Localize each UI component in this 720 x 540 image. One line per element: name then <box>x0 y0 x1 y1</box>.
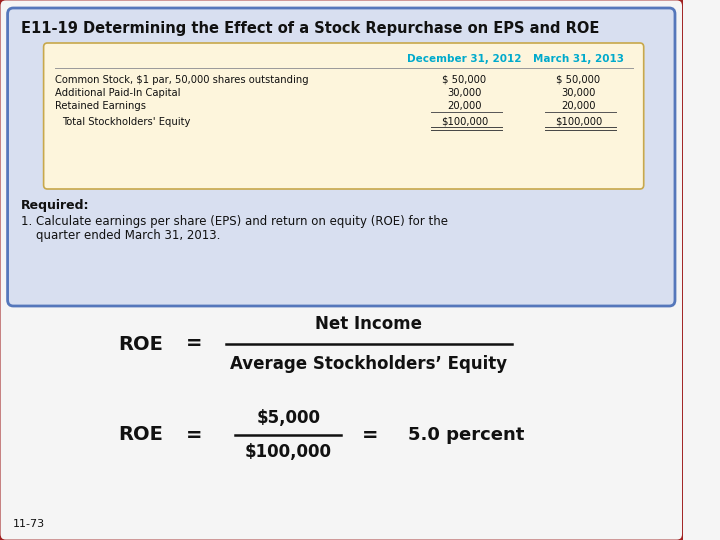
Text: Additional Paid-In Capital: Additional Paid-In Capital <box>55 88 181 98</box>
Text: Retained Earnings: Retained Earnings <box>55 101 146 111</box>
Text: ROE: ROE <box>118 334 163 354</box>
Text: =: = <box>186 426 202 444</box>
FancyBboxPatch shape <box>8 8 675 306</box>
Text: Net Income: Net Income <box>315 315 423 333</box>
Text: $100,000: $100,000 <box>441 117 488 127</box>
Text: 5.0 percent: 5.0 percent <box>408 426 524 444</box>
Text: 1. Calculate earnings per share (EPS) and return on equity (ROE) for the: 1. Calculate earnings per share (EPS) an… <box>21 214 448 227</box>
Text: 30,000: 30,000 <box>447 88 482 98</box>
Text: Average Stockholders’ Equity: Average Stockholders’ Equity <box>230 355 508 373</box>
Text: $100,000: $100,000 <box>554 117 602 127</box>
Text: December 31, 2012: December 31, 2012 <box>408 54 522 64</box>
Text: ROE: ROE <box>118 426 163 444</box>
Text: E11-19 Determining the Effect of a Stock Repurchase on EPS and ROE: E11-19 Determining the Effect of a Stock… <box>21 22 599 37</box>
Text: $100,000: $100,000 <box>245 443 332 461</box>
Text: 11-73: 11-73 <box>13 519 45 529</box>
Text: =: = <box>186 334 202 354</box>
Text: 30,000: 30,000 <box>561 88 595 98</box>
Text: Common Stock, $1 par, 50,000 shares outstanding: Common Stock, $1 par, 50,000 shares outs… <box>55 75 309 85</box>
Text: $ 50,000: $ 50,000 <box>557 75 600 85</box>
Text: 20,000: 20,000 <box>561 101 595 111</box>
Text: March 31, 2013: March 31, 2013 <box>533 54 624 64</box>
FancyBboxPatch shape <box>0 0 685 540</box>
Text: =: = <box>361 426 378 444</box>
FancyBboxPatch shape <box>44 43 644 189</box>
Text: quarter ended March 31, 2013.: quarter ended March 31, 2013. <box>21 228 220 241</box>
Text: 20,000: 20,000 <box>447 101 482 111</box>
Text: Total Stockholders' Equity: Total Stockholders' Equity <box>62 117 190 127</box>
Text: $ 50,000: $ 50,000 <box>443 75 487 85</box>
Text: $5,000: $5,000 <box>256 409 320 427</box>
Text: Required:: Required: <box>21 199 89 212</box>
